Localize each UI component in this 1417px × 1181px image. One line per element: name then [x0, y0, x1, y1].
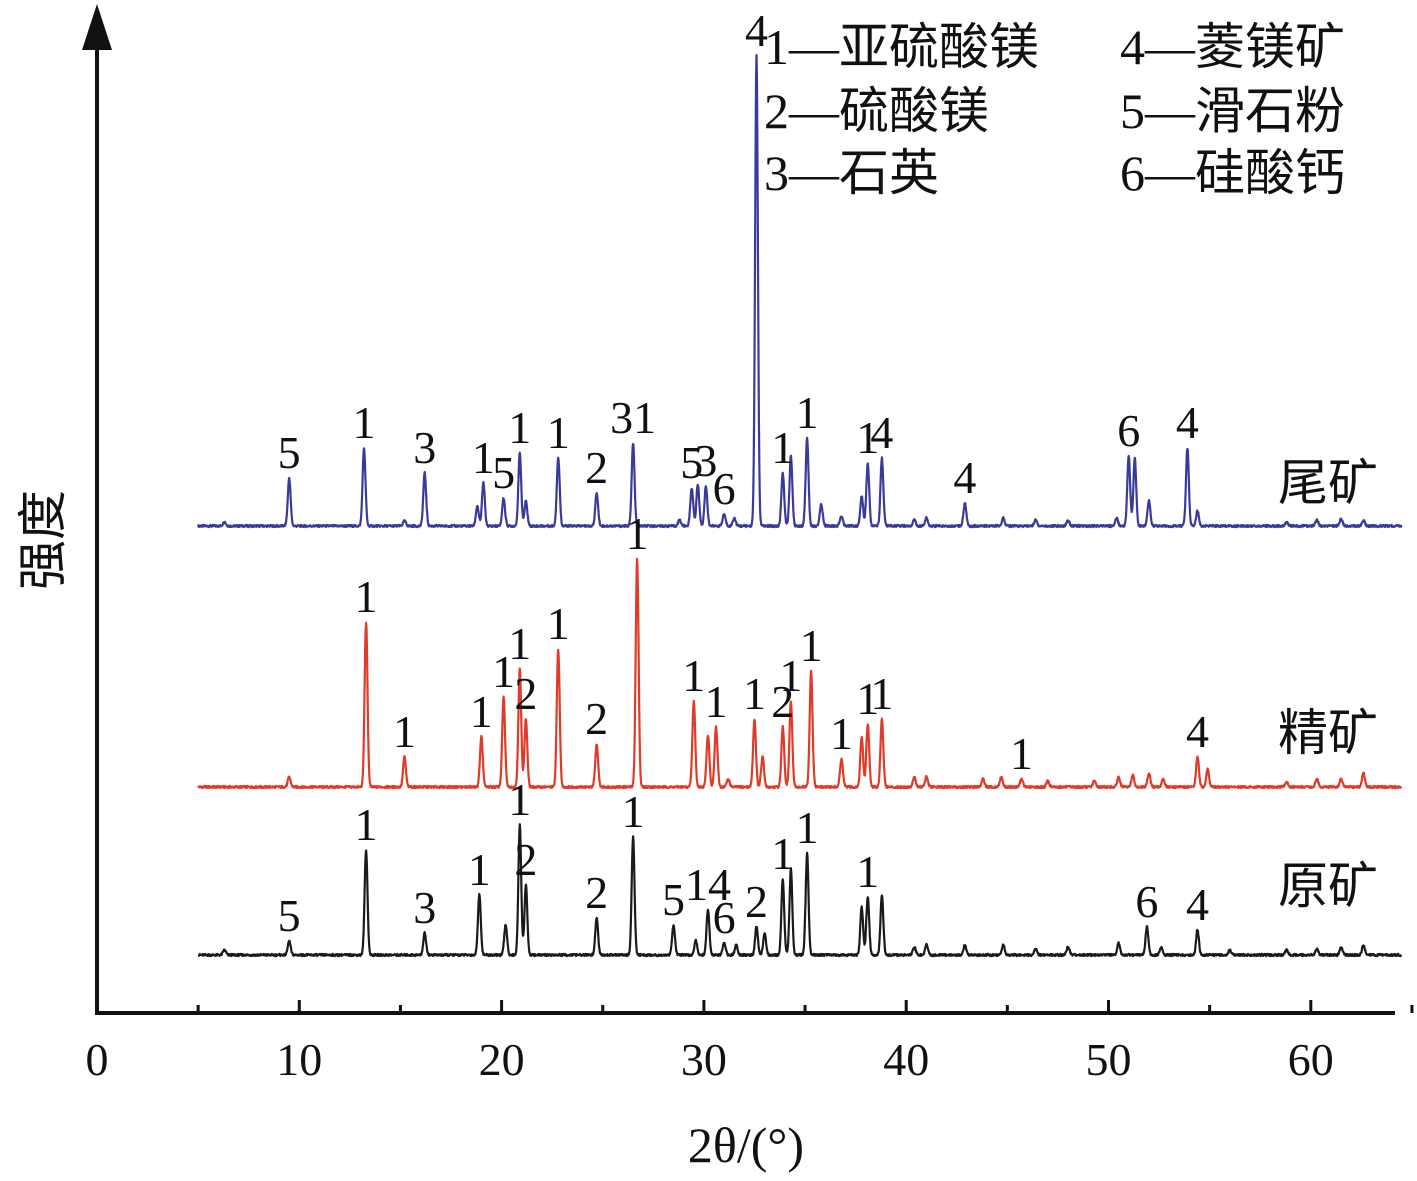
peak-label: 1 [547, 407, 570, 458]
peak-label: 1 [830, 708, 853, 759]
peak-label: 31 [610, 392, 656, 443]
peak-label: 1 [508, 774, 531, 825]
peak-label: 1 [856, 673, 879, 724]
peak-label: 1 [771, 828, 794, 879]
peak-label: 1 [870, 668, 893, 719]
y-axis-label: 强度 [15, 490, 71, 590]
peak-label: 1 [468, 844, 491, 895]
peak-label: 6 [1117, 405, 1140, 456]
peak-label: 4 [1176, 397, 1199, 448]
peak-label: 1 [856, 846, 879, 897]
peak-label: 4 [745, 5, 768, 56]
peak-label: 1 [856, 412, 879, 463]
peak-label: 2 [745, 876, 768, 927]
peak-label: 1 [508, 402, 531, 453]
peak-label: 5 [662, 874, 685, 925]
peak-label: 1 [508, 618, 531, 669]
peak-label: 6 [713, 463, 736, 514]
peak-label: 4 [1186, 879, 1209, 930]
series-traces [197, 54, 1403, 958]
x-tick-label-40: 40 [883, 1034, 929, 1085]
peak-label: 1 [470, 686, 493, 737]
peak-label: 3 [694, 435, 717, 486]
series-line-1 [197, 557, 1403, 790]
peak-label: 1 [355, 571, 378, 622]
peak-label: 1 [492, 646, 515, 697]
x-tick-label-10: 10 [276, 1034, 322, 1085]
peak-label: 5 [278, 890, 301, 941]
peak-label: 6 [1135, 876, 1158, 927]
legend-entry-5: 5—滑石粉 [1120, 83, 1345, 139]
series-name-1: 精矿 [1278, 705, 1378, 761]
x-tick-label-50: 50 [1086, 1034, 1132, 1085]
x-ticks [196, 1000, 1414, 1013]
peak-label: 1 [626, 508, 649, 559]
legend-entry-3: 3—石英 [764, 145, 939, 201]
peak-label: 1 [705, 676, 728, 727]
peak-label: 4 [1186, 706, 1209, 757]
peak-label: 4 [953, 452, 976, 503]
peak-label: 1 [779, 650, 802, 701]
peak-label: 1 [796, 387, 819, 438]
peak-label: 5 [492, 447, 515, 498]
series-name-0: 尾矿 [1278, 455, 1378, 511]
y-axis-arrow [82, 4, 112, 50]
legend-entry-2: 2—硫酸镁 [764, 83, 989, 139]
legend-entry-1: 1—亚硫酸镁 [764, 19, 1039, 75]
peak-label: 1 [353, 397, 376, 448]
series-line-0 [197, 54, 1403, 529]
x-tick-label-30: 30 [681, 1034, 727, 1085]
peak-label: 2 [585, 867, 608, 918]
peak-label: 1 [472, 432, 495, 483]
peak-label: 14 [685, 859, 731, 910]
peak-label: 2 [771, 676, 794, 727]
series-name-2: 原矿 [1278, 858, 1378, 914]
peak-label: 3 [413, 422, 436, 473]
legend: 1—亚硫酸镁 2—硫酸镁 3—石英 4—菱镁矿 5—滑石粉 6—硅酸钙 [764, 19, 1345, 201]
peak-label: 1 [771, 422, 794, 473]
peak-label: 1 [355, 799, 378, 850]
peak-label: 5 [278, 427, 301, 478]
peak-label: 3 [413, 882, 436, 933]
peak-label: 1 [622, 786, 645, 837]
x-tick-label-60: 60 [1288, 1034, 1334, 1085]
legend-entry-6: 6—硅酸钙 [1120, 145, 1345, 201]
peak-label: 1 [743, 668, 766, 719]
series-line-2 [197, 823, 1403, 958]
peak-label: 5 [680, 437, 703, 488]
peak-label: 6 [713, 892, 736, 943]
peak-label: 4 [870, 407, 893, 458]
x-tick-label-20: 20 [479, 1034, 525, 1085]
peak-label: 2 [585, 693, 608, 744]
x-tick-labels: 0 10 20 30 40 50 60 [86, 1034, 1334, 1085]
peak-label: 1 [1010, 728, 1033, 779]
peak-label: 1 [393, 706, 416, 757]
peak-label: 1 [547, 598, 570, 649]
peak-label: 1 [796, 802, 819, 853]
peak-label: 1 [800, 620, 823, 671]
x-tick-label-0: 0 [86, 1034, 109, 1085]
peak-label: 2 [514, 668, 537, 719]
peak-label: 1 [682, 650, 705, 701]
peak-label: 2 [514, 834, 537, 885]
x-axis-label: 2θ/(°) [688, 1117, 804, 1173]
legend-entry-4: 4—菱镁矿 [1120, 19, 1345, 75]
peak-label: 2 [585, 442, 608, 493]
